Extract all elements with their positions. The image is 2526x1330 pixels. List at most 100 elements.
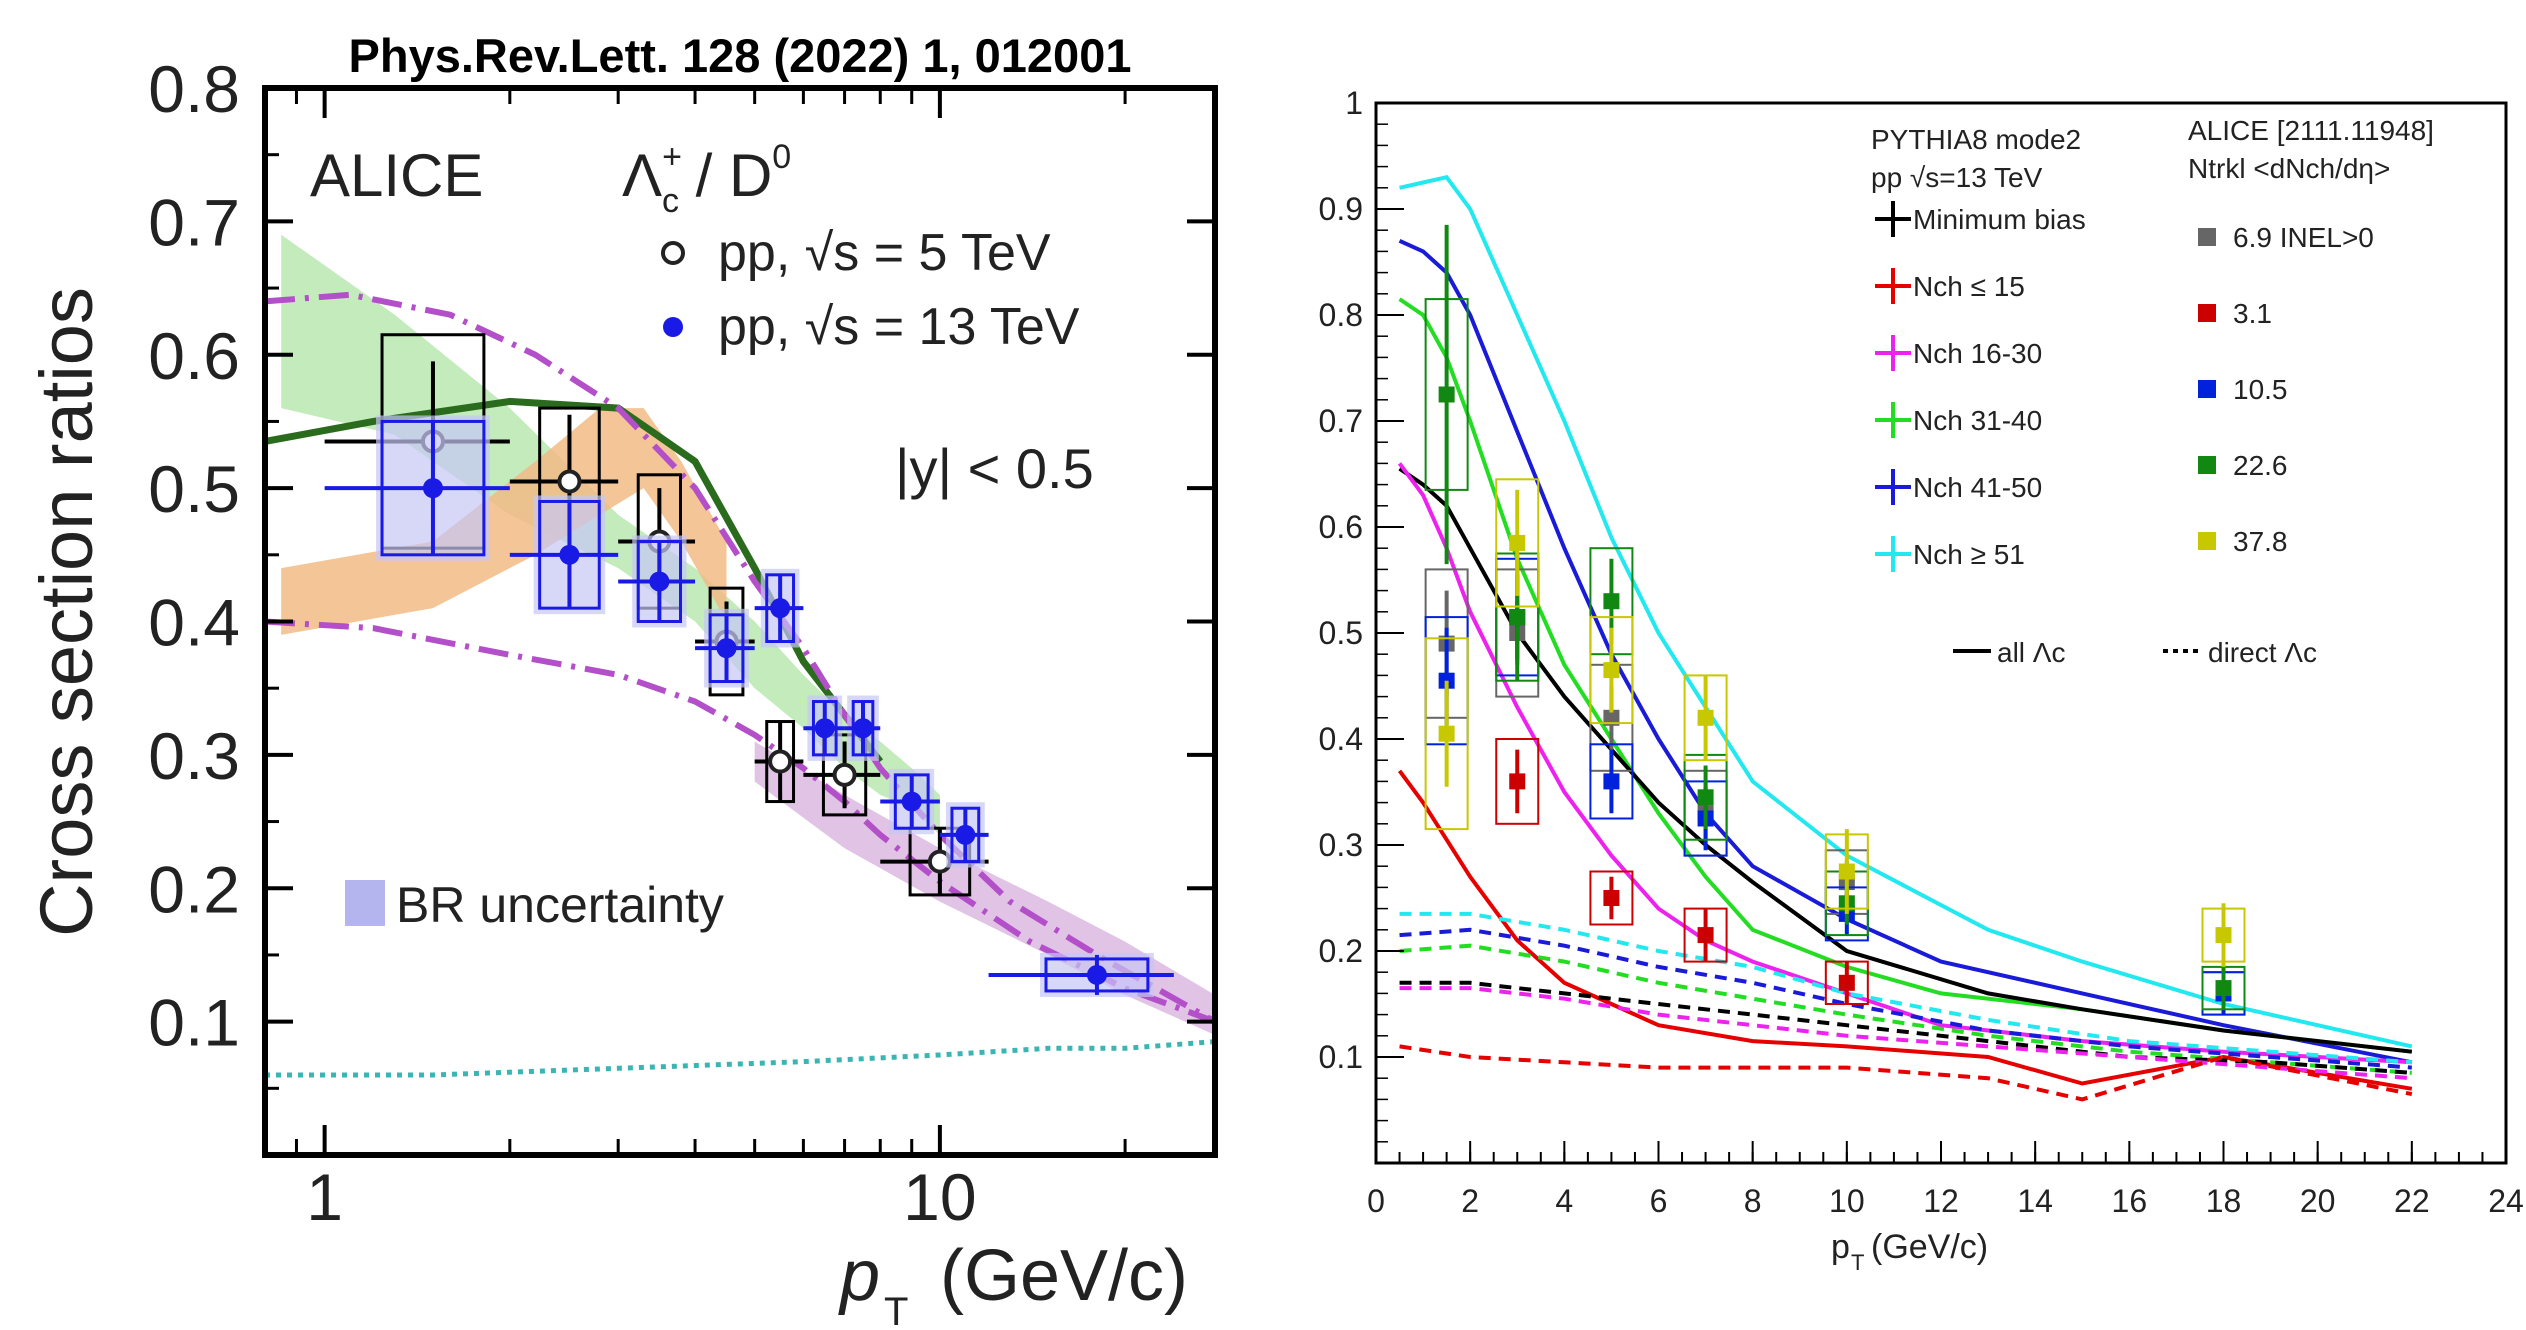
left-xtick-label-1: 10 — [903, 1160, 976, 1234]
pythia-header-1: PYTHIA8 mode2 — [1871, 124, 2081, 155]
right-ytick-label-9: 1 — [1345, 85, 1363, 121]
right-marker-4-4 — [1838, 863, 1855, 880]
right-xtick-label-2: 4 — [1555, 1183, 1573, 1219]
alice-legend-label-1: 3.1 — [2233, 298, 2272, 329]
svg-text:Λ+c / D0: Λ+ c / D0 — [622, 138, 791, 220]
left-legend-filled-circle — [663, 317, 683, 337]
right-curve-5 — [1397, 769, 2413, 1091]
right-ytick-label-4: 0.5 — [1319, 615, 1363, 651]
alice-header-1: ALICE [2111.11948] — [2188, 115, 2434, 146]
left-model-band-1 — [281, 234, 940, 835]
right-marker-1-2 — [1697, 927, 1714, 944]
alice-legend-marker-3 — [2198, 456, 2216, 474]
svg-text:p: p — [1831, 1228, 1850, 1266]
right-ytick-label-6: 0.7 — [1319, 403, 1363, 439]
left-marker-13tev-5 — [814, 718, 835, 739]
alice-legend-label-2: 10.5 — [2233, 374, 2288, 405]
right-marker-1-0 — [1509, 773, 1526, 790]
right-marker-2-2 — [1603, 773, 1620, 790]
left-marker-5tev-4 — [768, 749, 793, 774]
alice-header-2: Ntrkl <dNch/dη> — [2188, 153, 2390, 184]
right-xtick-label-4: 8 — [1744, 1183, 1762, 1219]
svg-text:p: p — [838, 1236, 880, 1316]
right-legend: PYTHIA8 mode2 pp √s=13 TeV ALICE [2111.1… — [1871, 115, 2434, 668]
left-legend-13tev-label: pp, √s = 13 TeV — [718, 298, 1080, 356]
right-marker-3-1 — [1509, 609, 1526, 626]
right-ytick-label-8: 0.9 — [1319, 191, 1363, 227]
right-model-curves — [1397, 174, 2413, 1102]
right-sys-box-4-1 — [1495, 478, 1540, 608]
left-marker-13tev-1 — [559, 544, 580, 565]
right-marker-4-2 — [1603, 662, 1620, 679]
right-sys-box-2-2 — [1589, 743, 1634, 820]
right-marker-3-0 — [1438, 386, 1455, 403]
right-curve-0 — [1399, 174, 2413, 1049]
left-marker-13tev-2 — [649, 571, 670, 592]
alice-legend-marker-0 — [2198, 228, 2216, 246]
svg-text:(GeV/c): (GeV/c) — [1871, 1228, 1988, 1266]
right-marker-4-1 — [1509, 534, 1526, 551]
right-xtick-label-1: 2 — [1461, 1183, 1479, 1219]
right-curve-2 — [1398, 297, 2413, 1054]
left-data-points — [324, 333, 1174, 997]
alice-legend-label-0: 6.9 INEL>0 — [2233, 222, 2374, 253]
left-marker-5tev-5 — [832, 762, 857, 787]
right-curve-8 — [1399, 943, 2412, 1075]
style-legend-all-label: all Λc — [1997, 637, 2066, 668]
right-ytick-label-5: 0.6 — [1319, 509, 1363, 545]
left-rapidity-label: |y| < 0.5 — [895, 437, 1094, 500]
right-curve-3 — [1398, 467, 2413, 1054]
alice-legend-label-4: 37.8 — [2233, 526, 2288, 557]
right-marker-4-0 — [1438, 725, 1455, 742]
pythia-legend-label-0: Minimum bias — [1913, 204, 2086, 235]
right-marker-1-3 — [1838, 974, 1855, 991]
right-sys-box-1-0 — [1495, 738, 1540, 825]
right-marker-3-2 — [1603, 593, 1620, 610]
left-ytick-label-1: 0.2 — [148, 852, 240, 926]
right-ytick-label-2: 0.3 — [1319, 827, 1363, 863]
left-br-uncertainty-swatch — [345, 880, 385, 926]
right-xtick-label-0: 0 — [1367, 1183, 1385, 1219]
right-xtick-label-12: 24 — [2488, 1183, 2524, 1219]
pythia-legend-label-5: Nch ≥ 51 — [1913, 539, 2025, 570]
right-plot-frame — [1374, 101, 2508, 1165]
right-xtick-label-6: 12 — [1923, 1183, 1959, 1219]
left-ytick-label-0: 0.1 — [148, 986, 240, 1060]
right-ytick-label-1: 0.2 — [1319, 933, 1363, 969]
right-data-points — [1424, 224, 2246, 1016]
left-model-curve-4 — [264, 291, 1217, 1025]
right-sys-box-4-2 — [1589, 616, 1634, 725]
right-marker-0-2 — [1603, 709, 1620, 726]
right-ytick-label-3: 0.4 — [1319, 721, 1363, 757]
left-axes: 0.1 0.2 0.3 0.4 0.5 0.6 0.7 0.8 1 10 — [148, 52, 1215, 1234]
right-ytick-label-7: 0.8 — [1319, 297, 1363, 333]
left-model-curve-6 — [265, 1039, 1216, 1078]
right-curve-11 — [1399, 1044, 2413, 1102]
left-ytick-label-7: 0.8 — [148, 52, 240, 126]
left-marker-5tev-1 — [557, 469, 582, 494]
right-marker-4-5 — [2215, 927, 2232, 944]
left-legend-5tev-label: pp, √s = 5 TeV — [718, 224, 1051, 282]
left-marker-13tev-3 — [716, 638, 737, 659]
right-xtick-label-8: 16 — [2112, 1183, 2148, 1219]
left-ytick-label-5: 0.6 — [148, 319, 240, 393]
left-marker-13tev-8 — [955, 824, 976, 845]
left-marker-13tev-0 — [422, 478, 443, 499]
left-marker-13tev-4 — [770, 598, 791, 619]
right-xtick-label-10: 20 — [2300, 1183, 2336, 1219]
left-ytick-label-4: 0.5 — [148, 452, 240, 526]
alice-legend-marker-4 — [2198, 532, 2216, 550]
left-model-curve-5 — [264, 618, 1217, 1025]
left-marker-13tev-6 — [853, 718, 874, 739]
pythia-legend-label-3: Nch 31-40 — [1913, 405, 2042, 436]
right-xtick-label-7: 14 — [2017, 1183, 2053, 1219]
right-xtick-label-3: 6 — [1650, 1183, 1668, 1219]
left-x-axis-label: p T (GeV/c) — [838, 1236, 1188, 1330]
alice-legend-label-3: 22.6 — [2233, 450, 2288, 481]
left-model-band-2 — [281, 408, 727, 635]
right-curve-7 — [1399, 927, 2412, 1070]
right-marker-3-5 — [2215, 980, 2232, 997]
left-br-uncertainty-label: BR uncertainty — [396, 877, 724, 933]
right-chart: 0 2 4 6 8 10 12 14 16 18 20 22 240.10.20.30.40.50.60… — [1319, 85, 2524, 1275]
svg-text:(GeV/c): (GeV/c) — [940, 1236, 1188, 1316]
